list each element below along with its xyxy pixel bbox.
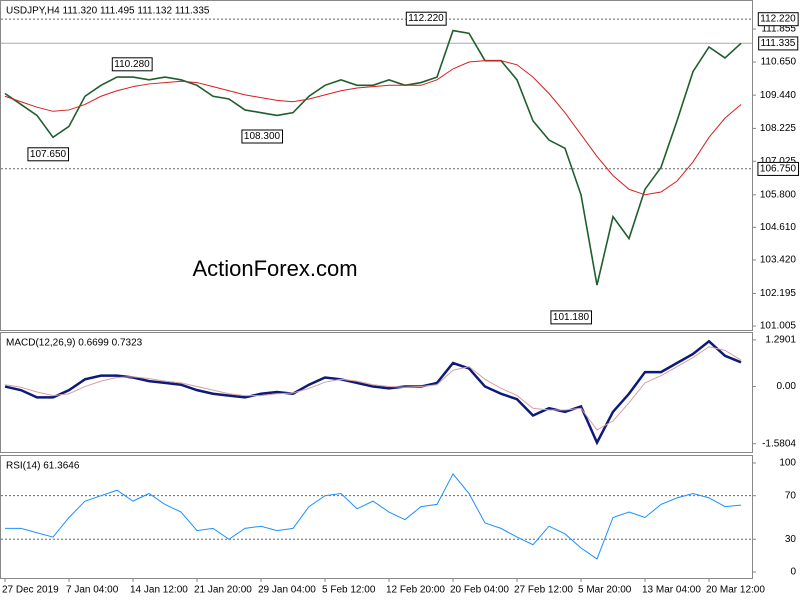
x-tick-label: 20 Feb 04:00 (450, 585, 509, 596)
y-tick-label: 0.00 (777, 381, 797, 392)
macd-panel (0, 332, 753, 453)
series-line (4, 346, 742, 431)
y-tick-label: 109.440 (760, 90, 797, 101)
annotation-label-box (27, 147, 70, 162)
y-tick-label: 108.225 (760, 123, 797, 134)
y-tick-label: -1.5804 (762, 438, 796, 449)
level-label: 106.750 (760, 163, 797, 174)
x-tick-label: 12 Feb 20:00 (386, 585, 445, 596)
y-tick-label: 30 (785, 534, 797, 545)
last-price-label: 111.335 (761, 38, 796, 49)
y-tick-label: 107.025 (760, 156, 797, 167)
watermark: ActionForex.com (192, 256, 357, 281)
series-line (4, 29, 742, 286)
y-tick-label: 1.2901 (765, 335, 796, 346)
x-tick-label: 5 Feb 12:00 (322, 585, 376, 596)
rsi-panel (0, 455, 753, 579)
annotation-label: 112.220 (408, 13, 444, 24)
x-tick-label: 7 Jan 04:00 (66, 585, 119, 596)
y-tick-label: 70 (785, 490, 797, 501)
level-label: 112.220 (760, 14, 796, 25)
level-label-box (757, 12, 799, 27)
annotation-label-box (241, 129, 284, 144)
x-tick-label: 5 Mar 20:00 (578, 585, 632, 596)
x-tick-label: 27 Feb 12:00 (514, 585, 573, 596)
annotation-label: 110.280 (114, 59, 150, 70)
y-tick-label: 110.650 (761, 57, 797, 68)
price-panel (0, 0, 753, 331)
series-line (4, 60, 742, 196)
series-line (5, 472, 742, 560)
y-tick-label: 103.420 (760, 255, 797, 266)
x-tick-label: 13 Mar 04:00 (642, 585, 701, 596)
x-tick-label: 21 Jan 20:00 (194, 585, 252, 596)
y-tick-label: 0 (790, 567, 796, 578)
x-tick-label: 27 Dec 2019 (2, 585, 59, 596)
x-tick-label: 20 Mar 12:00 (706, 585, 765, 596)
x-tick-label: 29 Jan 04:00 (258, 585, 316, 596)
annotation-label-box (550, 310, 593, 325)
panel-title: RSI(14) 61.3646 (6, 461, 80, 472)
panel-title: MACD(12,26,9) 0.6699 0.7323 (6, 338, 143, 349)
y-tick-label: 105.800 (760, 189, 797, 200)
annotation-label-box (111, 57, 153, 72)
annotation-label: 108.300 (244, 131, 281, 142)
y-tick-label: 111.855 (761, 24, 796, 35)
y-tick-label: 104.610 (760, 222, 797, 233)
x-tick-label: 14 Jan 12:00 (130, 585, 188, 596)
annotation-label: 101.180 (553, 312, 590, 323)
annotation-label-box (405, 11, 447, 26)
panel-title: USDJPY,H4 111.320 111.495 111.132 111.33… (6, 6, 210, 17)
y-tick-label: 102.195 (760, 288, 797, 299)
y-tick-label: 100 (779, 458, 796, 469)
y-tick-label: 101.005 (760, 321, 797, 332)
annotation-label: 107.650 (30, 149, 67, 160)
level-label-box (757, 161, 800, 176)
last-price-label-box (758, 36, 799, 51)
